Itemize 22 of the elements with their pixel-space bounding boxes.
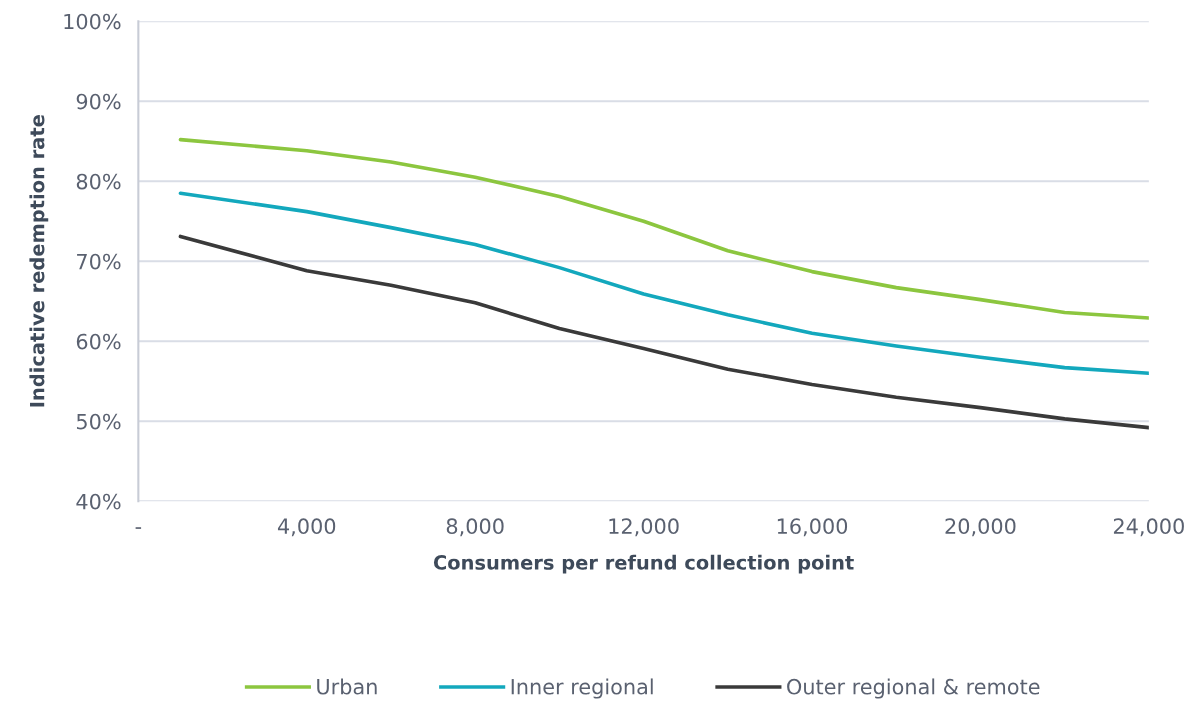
x-axis-title: Consumers per refund collection point [433, 554, 854, 574]
legend-label: Inner regional [511, 678, 653, 699]
x-tick-label: 8,000 [446, 518, 504, 537]
legend-label: Outer regional & remote [787, 678, 1040, 699]
y-tick-label: 40% [76, 493, 121, 510]
y-tick-label: 50% [76, 413, 121, 430]
y-tick-label: 60% [76, 333, 121, 350]
x-tick-label: 16,000 [777, 518, 848, 537]
x-tick-label: 12,000 [609, 518, 679, 537]
legend-label: Urban [317, 678, 377, 695]
line-series [178, 137, 1149, 320]
y-tick-label: 100% [64, 13, 121, 30]
x-tick-label: 24,000 [1113, 518, 1184, 537]
x-tick-label: 20,000 [945, 518, 1016, 537]
x-tick-label: 4,000 [277, 518, 336, 537]
line-series [178, 234, 1149, 430]
y-tick-label: 90% [76, 93, 121, 110]
line-series [178, 191, 1149, 376]
y-tick-label: 70% [77, 253, 121, 270]
x-tick-label: - [135, 527, 142, 529]
y-axis-title: Indicative redemption rate [29, 115, 49, 407]
y-tick-label: 80% [76, 173, 121, 190]
